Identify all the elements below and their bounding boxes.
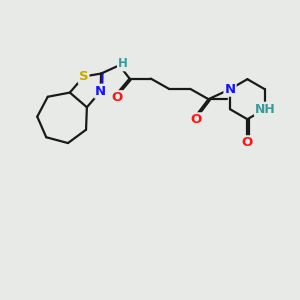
Text: H: H (118, 57, 128, 70)
Text: N: N (95, 85, 106, 98)
Text: S: S (79, 70, 88, 83)
Text: O: O (111, 91, 123, 104)
Text: O: O (190, 113, 202, 126)
Text: NH: NH (255, 103, 276, 116)
Text: N: N (224, 83, 236, 96)
Text: O: O (242, 136, 253, 149)
